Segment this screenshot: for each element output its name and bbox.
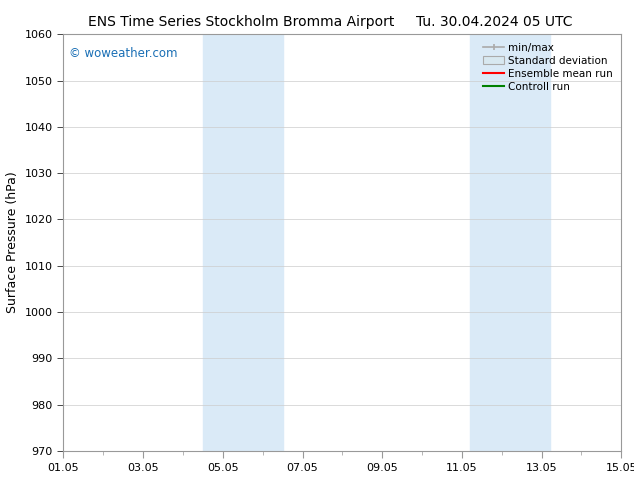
Text: ENS Time Series Stockholm Bromma Airport: ENS Time Series Stockholm Bromma Airport	[87, 15, 394, 29]
Bar	[470, 34, 550, 451]
Text: Tu. 30.04.2024 05 UTC: Tu. 30.04.2024 05 UTC	[417, 15, 573, 29]
Y-axis label: Surface Pressure (hPa): Surface Pressure (hPa)	[6, 172, 19, 314]
Legend: min/max, Standard deviation, Ensemble mean run, Controll run: min/max, Standard deviation, Ensemble me…	[480, 40, 616, 95]
Text: © woweather.com: © woweather.com	[69, 47, 178, 60]
Bar	[203, 34, 283, 451]
